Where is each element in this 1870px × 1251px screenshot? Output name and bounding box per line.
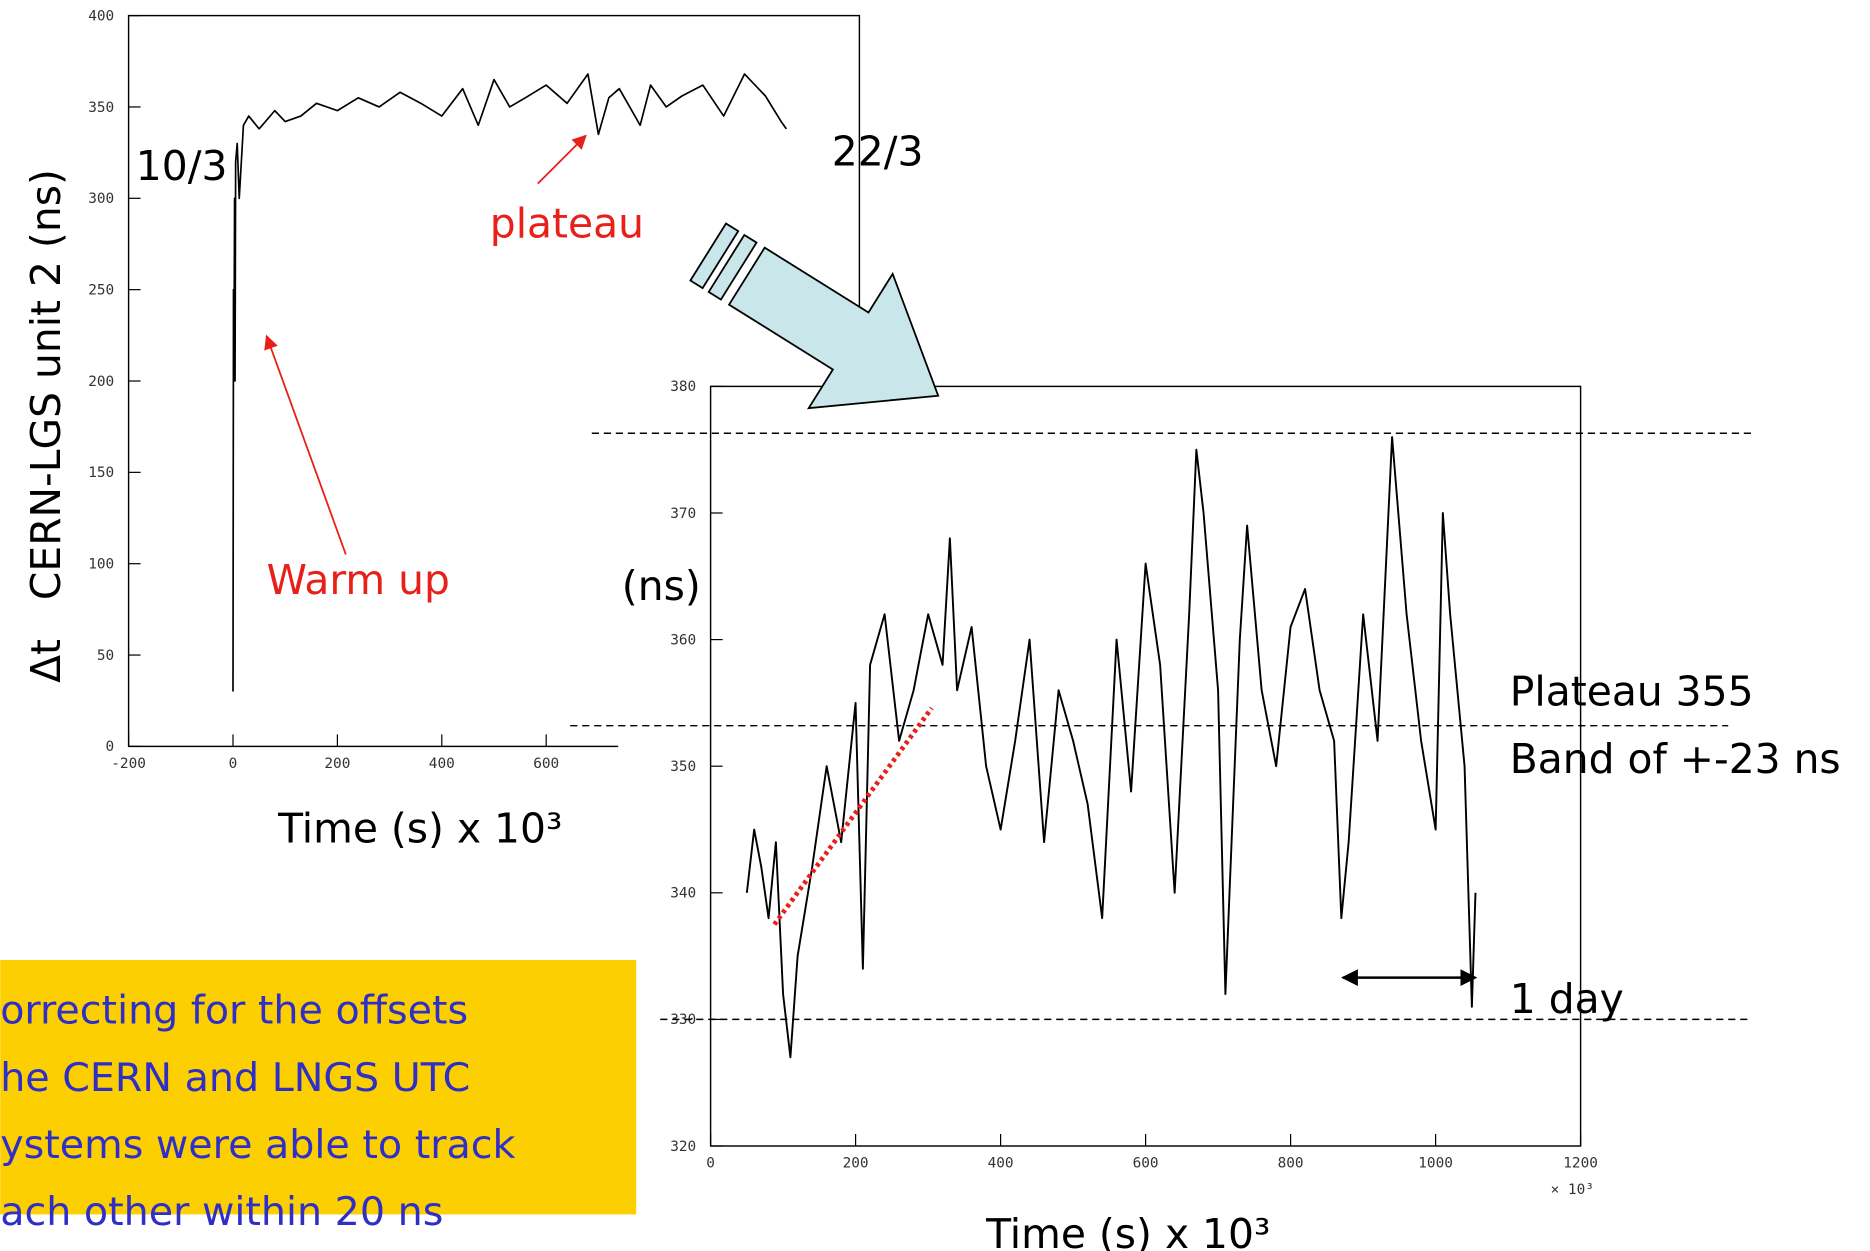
y-axis-label: (ns) xyxy=(622,562,701,610)
x-tick-label: 0 xyxy=(229,756,238,772)
cover xyxy=(618,386,1870,1251)
y-tick-label: 320 xyxy=(670,1139,696,1155)
y-tick-label: 350 xyxy=(670,759,696,775)
note-box xyxy=(0,960,637,1215)
pointer-arrow xyxy=(264,334,347,555)
annotation: Warm up xyxy=(267,556,450,604)
trend-line xyxy=(772,706,934,926)
x-tick-label: 600 xyxy=(1133,1156,1159,1172)
y-tick-label: 150 xyxy=(88,465,114,481)
note-line: ach other within 20 ns xyxy=(0,1189,443,1235)
annotation: Plateau 355 xyxy=(1510,668,1754,716)
x-multiplier: × 10³ xyxy=(1551,1182,1594,1198)
x-tick-label: -200 xyxy=(111,756,146,772)
x-axis-label: Time (s) x 10³ xyxy=(277,804,562,852)
y-tick-label: 330 xyxy=(670,1012,696,1028)
pointer-arrow xyxy=(537,134,587,185)
x-tick-label: 400 xyxy=(988,1156,1014,1172)
x-tick-label: 200 xyxy=(843,1156,869,1172)
annotation: 10/3 xyxy=(136,142,228,190)
y-tick-label: 50 xyxy=(97,648,114,664)
annotation: Band of +-23 ns xyxy=(1510,735,1841,783)
y-tick-label: 340 xyxy=(670,886,696,902)
x-tick-label: 1000 xyxy=(1418,1156,1453,1172)
x-tick-label: 400 xyxy=(429,756,455,772)
y-tick-label: 0 xyxy=(106,739,115,755)
x-tick-label: 600 xyxy=(533,756,559,772)
y-tick-label: 400 xyxy=(88,8,114,24)
y-tick-label: 360 xyxy=(670,632,696,648)
data-line xyxy=(232,73,788,692)
x-tick-label: 200 xyxy=(324,756,350,772)
annotation: 1 day xyxy=(1510,975,1624,1023)
x-tick-label: 800 xyxy=(1278,1156,1304,1172)
big-arrow xyxy=(689,222,940,410)
annotation: 22/3 xyxy=(832,128,924,176)
chart-right: 320 330 340 350 360 370 380 0 200 400 600 800 1000 12… xyxy=(618,379,1870,1251)
y-tick-label: 350 xyxy=(88,100,114,116)
y-tick-label: 370 xyxy=(670,506,696,522)
y-tick-label: 300 xyxy=(88,191,114,207)
x-axis-label: Time (s) x 10³ xyxy=(985,1210,1270,1251)
y-tick-label: 100 xyxy=(88,557,114,573)
data-line xyxy=(745,436,1477,1059)
note-line: orrecting for the offsets xyxy=(0,988,468,1034)
x-tick-label: 1200 xyxy=(1563,1156,1598,1172)
note-line: he CERN and LNGS UTC xyxy=(0,1055,470,1101)
x-tick-label: 0 xyxy=(706,1156,715,1172)
note-line: ystems were able to track xyxy=(0,1122,515,1168)
y-tick-label: 250 xyxy=(88,282,114,298)
annotations: Time (s) x 10³ 10/3 22/3 plateau Warm up Plat… xyxy=(0,128,1841,1235)
y-tick-label: 380 xyxy=(670,379,696,395)
annotation: plateau xyxy=(490,200,644,248)
y-axis-label: Δt CERN-LGS unit 2 (ns) xyxy=(22,169,70,683)
y-tick-label: 200 xyxy=(88,374,114,390)
